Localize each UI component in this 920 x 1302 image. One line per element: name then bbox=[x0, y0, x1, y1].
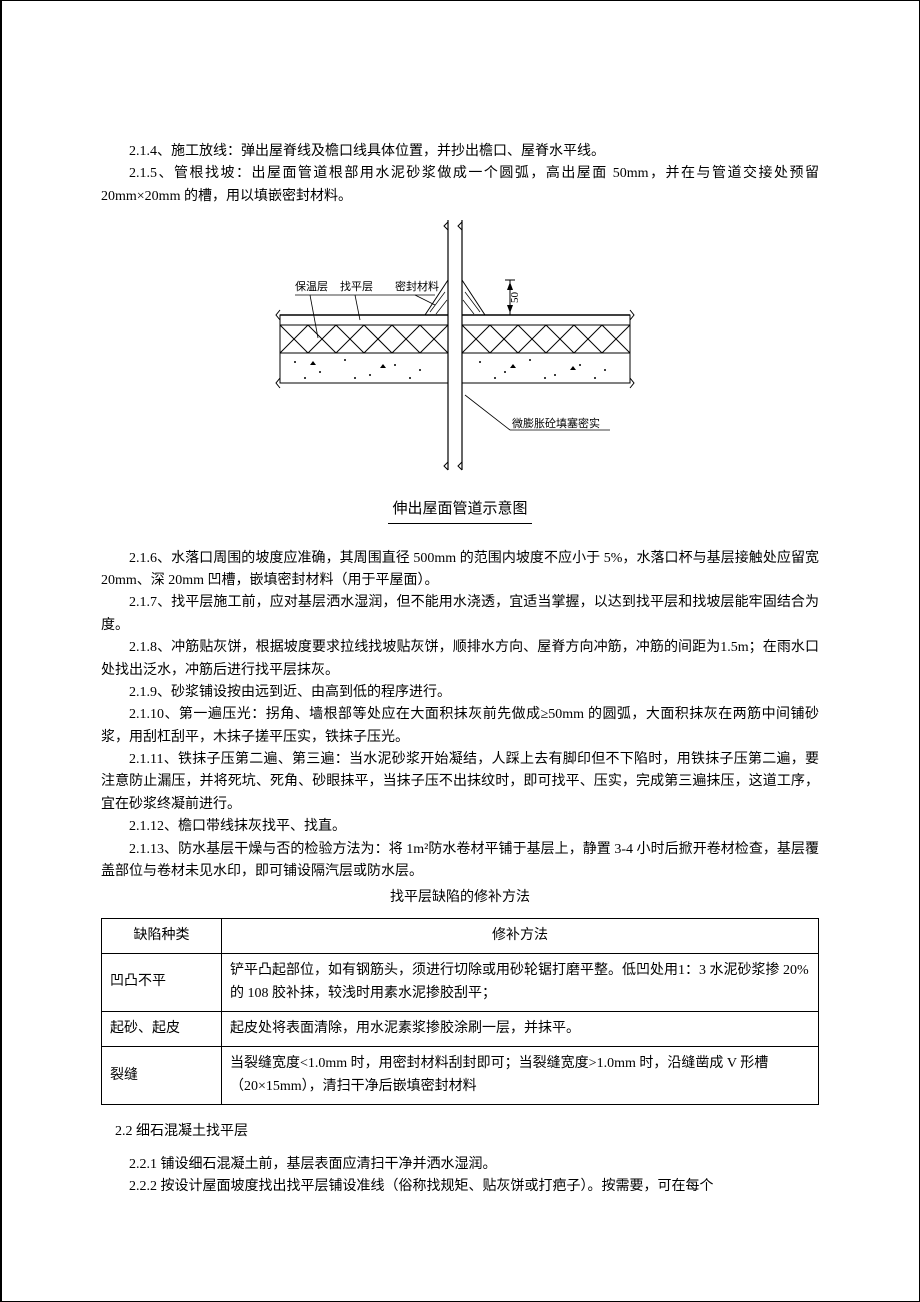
label-sealant: 密封材料 bbox=[395, 279, 439, 293]
section-2-2-heading: 2.2 细石混凝土找平层 bbox=[101, 1121, 819, 1143]
paragraph-2-1-11: 2.1.11、铁抹子压第二遍、第三遍：当水泥砂浆开始凝结，人踩上去有脚印但不下陷… bbox=[101, 749, 819, 816]
paragraph-2-1-4: 2.1.4、施工放线：弹出屋脊线及檐口线具体位置，并抄出檐口、屋脊水平线。 bbox=[101, 141, 819, 163]
defect-repair-table: 缺陷种类 修补方法 凹凸不平 铲平凸起部位，如有钢筋头，须进行切除或用砂轮锯打磨… bbox=[101, 918, 819, 1105]
paragraph-2-1-12: 2.1.12、檐口带线抹灰找平、找直。 bbox=[101, 816, 819, 838]
table-cell-defect: 裂缝 bbox=[102, 1047, 222, 1105]
table-cell-defect: 凹凸不平 bbox=[102, 954, 222, 1012]
table-cell-defect: 起砂、起皮 bbox=[102, 1011, 222, 1046]
paragraph-2-2-2: 2.2.2 按设计屋面坡度找出找平层铺设准线（俗称找规矩、贴灰饼或打疤子）。按需… bbox=[101, 1176, 819, 1198]
paragraph-2-1-7: 2.1.7、找平层施工前，应对基层洒水湿润，但不能用水浇透，宜适当掌握，以达到找… bbox=[101, 592, 819, 637]
diagram-caption: 伸出屋面管道示意图 bbox=[388, 497, 531, 524]
paragraph-2-1-9: 2.1.9、砂浆铺设按由远到近、由高到低的程序进行。 bbox=[101, 682, 819, 704]
dim-50: 50 bbox=[509, 292, 521, 304]
table-header-row: 缺陷种类 修补方法 bbox=[102, 918, 819, 953]
table-header-method: 修补方法 bbox=[222, 918, 819, 953]
table-row: 裂缝 当裂缝宽度<1.0mm 时，用密封材料刮封即可；当裂缝宽度>1.0mm 时… bbox=[102, 1047, 819, 1105]
table-cell-method: 起皮处将表面清除，用水泥素浆掺胶涂刷一层，并抹平。 bbox=[222, 1011, 819, 1046]
table-row: 凹凸不平 铲平凸起部位，如有钢筋头，须进行切除或用砂轮锯打磨平整。低凹处用1：3… bbox=[102, 954, 819, 1012]
paragraph-2-1-13: 2.1.13、防水基层干燥与否的检验方法为：将 1m²防水卷材平铺于基层上，静置… bbox=[101, 839, 819, 884]
paragraph-2-1-6: 2.1.6、水落口周围的坡度应准确，其周围直径 500mm 的范围内坡度不应小于… bbox=[101, 548, 819, 593]
label-leveling: 找平层 bbox=[340, 279, 373, 293]
pipe-diagram-svg: 50 bbox=[250, 220, 670, 480]
document-page: 2.1.4、施工放线：弹出屋脊线及檐口线具体位置，并抄出檐口、屋脊水平线。 2.… bbox=[0, 0, 920, 1302]
diagram-container: 50 bbox=[101, 220, 819, 523]
paragraph-2-2-1: 2.2.1 铺设细石混凝土前，基层表面应清扫干净并洒水湿润。 bbox=[101, 1154, 819, 1176]
pipe-diagram: 50 bbox=[250, 220, 670, 488]
table-title: 找平层缺陷的修补方法 bbox=[101, 887, 819, 909]
table-header-defect: 缺陷种类 bbox=[102, 918, 222, 953]
paragraph-2-1-5: 2.1.5、管根找坡：出屋面管道根部用水泥砂浆做成一个圆弧，高出屋面 50mm，… bbox=[101, 163, 819, 208]
table-cell-method: 当裂缝宽度<1.0mm 时，用密封材料刮封即可；当裂缝宽度>1.0mm 时，沿缝… bbox=[222, 1047, 819, 1105]
paragraph-2-1-8: 2.1.8、冲筋贴灰饼，根据坡度要求拉线找坡贴灰饼，顺排水方向、屋脊方向冲筋，冲… bbox=[101, 637, 819, 682]
table-row: 起砂、起皮 起皮处将表面清除，用水泥素浆掺胶涂刷一层，并抹平。 bbox=[102, 1011, 819, 1046]
label-fill: 微膨胀砼填塞密实 bbox=[512, 416, 600, 430]
paragraph-2-1-10: 2.1.10、第一遍压光：拐角、墙根部等处应在大面积抹灰前先做成≥50mm 的圆… bbox=[101, 704, 819, 749]
label-insulation: 保温层 bbox=[295, 279, 328, 293]
table-cell-method: 铲平凸起部位，如有钢筋头，须进行切除或用砂轮锯打磨平整。低凹处用1：3 水泥砂浆… bbox=[222, 954, 819, 1012]
